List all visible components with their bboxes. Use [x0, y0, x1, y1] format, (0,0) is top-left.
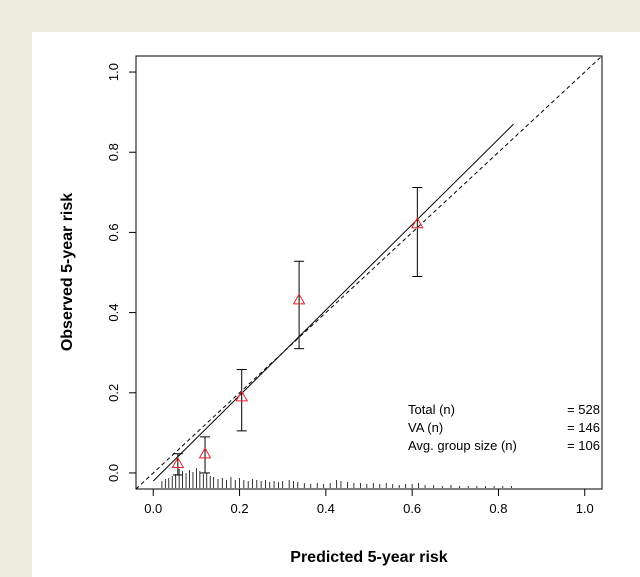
- y-tick-label: 0.0: [106, 464, 121, 482]
- triangle-marker: [198, 447, 212, 459]
- legend-value: = 146: [567, 420, 600, 435]
- y-tick-label: 1.0: [106, 63, 121, 81]
- x-axis-ticks: 0.0 0.2 0.4 0.6 0.8 1.0: [144, 489, 594, 516]
- y-tick-label: 0.2: [106, 384, 121, 402]
- legend-label: Total (n): [408, 402, 455, 417]
- triangle-marker: [292, 293, 306, 305]
- legend: Total (n) = 528 VA (n) = 146 Avg. group …: [408, 402, 600, 453]
- y-tick-label: 0.4: [106, 304, 121, 322]
- plot-frame: [135, 55, 603, 490]
- reference-diagonal: [135, 55, 603, 490]
- x-tick-label: 0.6: [403, 501, 421, 516]
- rug-marks: [161, 468, 512, 488]
- x-tick-label: 0.0: [144, 501, 162, 516]
- x-tick-label: 0.4: [317, 501, 335, 516]
- chart-panel: 0.0 0.2 0.4 0.6 0.8 1.0 0.0 0.2 0.4 0.6 0.8 1.0 Pr…: [32, 32, 640, 577]
- calibration-plot: 0.0 0.2 0.4 0.6 0.8 1.0 0.0 0.2 0.4 0.6 0.8 1.0 Pr…: [59, 55, 603, 566]
- x-axis-title: Predicted 5-year risk: [290, 549, 448, 566]
- x-tick-label: 0.8: [489, 501, 507, 516]
- fitted-calibration-line: [152, 123, 514, 482]
- triangle-marker: [171, 456, 185, 468]
- triangle-marker: [410, 217, 424, 229]
- legend-value: = 106: [567, 438, 600, 453]
- triangle-marker: [235, 390, 249, 402]
- legend-label: Avg. group size (n): [408, 438, 517, 453]
- legend-value: = 528: [567, 402, 600, 417]
- y-tick-label: 0.8: [106, 143, 121, 161]
- legend-label: VA (n): [408, 420, 443, 435]
- y-tick-label: 0.6: [106, 223, 121, 241]
- y-axis-ticks: 0.0 0.2 0.4 0.6 0.8 1.0: [106, 63, 136, 482]
- calibration-points: [171, 187, 424, 476]
- y-axis-title: Observed 5-year risk: [59, 193, 76, 351]
- x-tick-label: 1.0: [576, 501, 594, 516]
- x-tick-label: 0.2: [231, 501, 249, 516]
